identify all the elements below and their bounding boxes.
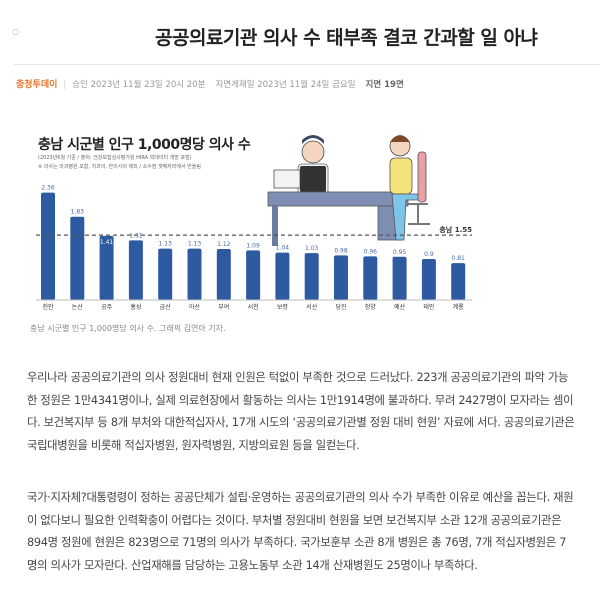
bar-계룡 (451, 263, 466, 300)
source-link[interactable]: 충청투데이 (16, 80, 58, 90)
bullet-dot: ○ (12, 27, 19, 36)
desk (267, 191, 409, 207)
bar-value-label: 1.41 (100, 239, 114, 246)
bar-value-label: 1.13 (188, 241, 202, 248)
print-date: 지면게재일 2023년 11월 24일 금요일 (215, 80, 356, 90)
article-title: 공공의료기관 의사 수 태부족 결코 간과할 일 아냐 (155, 26, 538, 49)
article-paragraph: 국가·지자체?대통령령이 정하는 공공단체가 설립·운영하는 공공의료기관의 의… (27, 491, 574, 572)
bar-value-label: 1.12 (217, 241, 231, 248)
chair-base (408, 203, 430, 225)
x-tick-label: 청양 (365, 303, 377, 311)
reference-line-label: 충남 1.55 (439, 225, 472, 234)
bar-value-label: 1.03 (305, 245, 319, 252)
bar-홍성 (128, 240, 143, 300)
chair (417, 151, 427, 203)
bar-value-label: 0.98 (334, 247, 348, 254)
approved-date: 승인 2023년 11월 23일 20시 20분 (72, 80, 206, 90)
desk-leg (272, 206, 278, 246)
bar-부여 (216, 249, 231, 300)
bar-value-label: 0.9 (424, 251, 434, 258)
x-tick-label: 논산 (72, 303, 84, 311)
x-tick-label: 당진 (335, 303, 346, 311)
bar-value-label: 1.13 (159, 241, 173, 248)
bar-태안 (421, 259, 436, 300)
bar-예산 (392, 256, 407, 300)
bar-금산 (158, 248, 173, 300)
article-figure: 충남 시군별 인구 1,000명당 의사 수 (2023년6월 기준 / 출처:… (28, 104, 478, 340)
laptop-icon (300, 166, 326, 192)
separator: | (63, 80, 67, 90)
patient-shirt (389, 157, 413, 195)
figure-caption: 충남 시군별 인구 1,000명당 의사 수. 그래픽 김연아 기자. (30, 324, 226, 333)
x-tick-label: 서천 (248, 303, 259, 311)
x-tick-label: 아산 (189, 303, 201, 311)
bar-보령 (275, 252, 290, 300)
bar-논산 (70, 216, 85, 300)
bar-value-label: 0.81 (452, 255, 466, 262)
bar-공주 (99, 235, 114, 300)
patient-pants (391, 193, 419, 241)
chart-subtitle: (2023년6월 기준 / 출처: 건강보험심사평가원 HIRA 빅데이터 개방… (38, 155, 192, 161)
bar-서산 (304, 253, 319, 300)
chart-note: ※ 의사는 의과병원 포함, 치과의, 한의사의 제외 / 소수점 셋째자리에서… (38, 164, 201, 170)
print-page: 지면 19면 (365, 80, 404, 90)
article-paragraph: 우리나라 공공의료기관의 의사 정원대비 현재 인원은 턱없이 부족한 것으로 … (27, 371, 575, 452)
x-tick-label: 천안 (42, 303, 54, 311)
x-tick-label: 부여 (218, 303, 229, 311)
bar-value-label: 1.04 (276, 245, 290, 252)
bar-value-label: 0.95 (393, 249, 407, 256)
x-tick-label: 태안 (423, 303, 435, 311)
monitor-icon (273, 169, 301, 189)
bar-value-label: 1.09 (246, 242, 260, 249)
bar-chart: 2.36 천안 1.83 논산 1.41 공주 1.31 홍성 1.13 금산 1.13 아산 1.12… (36, 135, 472, 311)
x-tick-label: 예산 (394, 303, 406, 311)
bar-value-label: 1.31 (129, 232, 143, 239)
bar-value-label: 1.83 (71, 209, 85, 216)
doctor-head (301, 140, 325, 164)
doctor-hair (302, 135, 324, 144)
x-tick-label: 홍성 (130, 303, 141, 311)
illustration-doctor-patient (267, 135, 430, 246)
article-meta: 충청투데이 | 승인 2023년 11월 23일 20시 20분 지면게재일 2023… (16, 77, 404, 90)
x-tick-label: 서산 (306, 303, 318, 311)
bar-천안 (41, 192, 55, 300)
bar-value-label: 2.36 (41, 185, 55, 192)
divider (14, 64, 600, 65)
bar-당진 (334, 255, 348, 300)
x-tick-label: 금산 (160, 303, 172, 311)
chart-title: 충남 시군별 인구 1,000명당 의사 수 (38, 137, 251, 153)
patient-hair (390, 135, 410, 142)
bar-value-label: 0.96 (364, 248, 378, 255)
x-tick-label: 공주 (101, 304, 113, 311)
x-tick-label: 계룡 (453, 303, 465, 311)
bar-청양 (363, 256, 378, 300)
x-tick-label: 보령 (277, 303, 288, 311)
bar-아산 (187, 248, 202, 300)
bar-서천 (246, 250, 261, 300)
